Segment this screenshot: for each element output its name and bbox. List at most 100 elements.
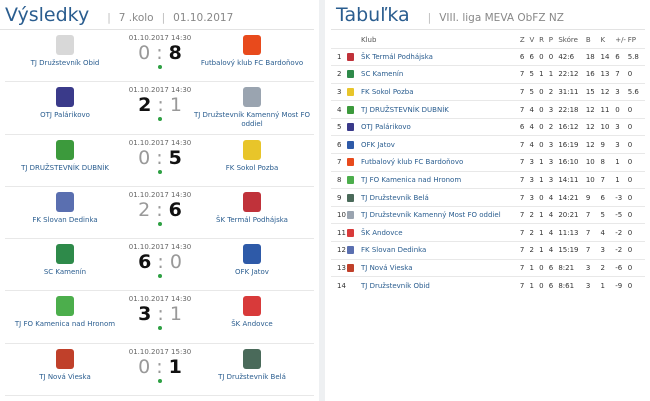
- stat-cell: 16:19: [558, 135, 586, 154]
- stat-cell: 16: [585, 65, 601, 84]
- stat-cell: 12: [585, 100, 601, 119]
- position: 8: [331, 170, 347, 189]
- home-goals: 0: [138, 42, 151, 64]
- stat-cell: 0: [627, 135, 645, 154]
- club-name[interactable]: Futbalový klub FC Bardoňovo: [361, 153, 520, 172]
- table-row[interactable]: 13 TJ Nová Vieska 7 1 0 6 8:21 3 2 -6 0: [331, 258, 645, 277]
- club-name[interactable]: OFK Jatov: [361, 135, 520, 154]
- away-team[interactable]: ŠK Termál Podhájska: [192, 191, 312, 225]
- home-team[interactable]: TJ DRUŽSTEVNÍK DUBNÍK: [5, 139, 125, 173]
- column-header: Skóre: [558, 35, 578, 44]
- standings-header: Tabuľka | VIII. liga MEVA ObFZ NZ: [331, 0, 645, 30]
- stat-cell: 7: [519, 276, 530, 295]
- away-team[interactable]: OFK Jatov: [192, 244, 312, 277]
- table-row[interactable]: 9 TJ Družstevník Belá 7 3 0 4 14:21 9 6 -3 0: [331, 188, 645, 207]
- away-team-name[interactable]: ŠK Andovce: [231, 320, 273, 329]
- table-row[interactable]: 3 FK Sokol Pozba 7 5 0 2 31:11 15 12 3 5.6: [331, 82, 645, 101]
- home-team[interactable]: OTJ Palárikovo: [5, 87, 125, 120]
- table-row[interactable]: 5 OTJ Palárikovo 6 4 0 2 16:12 12 10 3 0: [331, 117, 645, 136]
- match-row[interactable]: SC Kamenín 01.10.2017 14:30 6 : 0 OFK Ja…: [5, 239, 314, 292]
- stat-cell: 3: [529, 153, 540, 172]
- table-row[interactable]: 11 ŠK Andovce 7 2 1 4 11:13 7 4 -2 0: [331, 223, 645, 242]
- stat-cell: 5: [529, 65, 540, 84]
- club-name[interactable]: ŠK Andovce: [361, 223, 520, 242]
- club-name[interactable]: ŠK Termál Podhájska: [361, 47, 520, 66]
- match-score[interactable]: 6 : 0: [138, 251, 182, 274]
- table-row[interactable]: 2 SC Kamenín 7 5 1 1 22:12 16 13 7 0: [331, 65, 645, 84]
- home-team[interactable]: TJ Nová Vieska: [5, 348, 125, 382]
- away-team-name[interactable]: ŠK Termál Podhájska: [216, 215, 288, 224]
- match-row[interactable]: TJ Nová Vieska 01.10.2017 15:30 0 : 1 TJ…: [5, 344, 314, 397]
- home-team[interactable]: SC Kamenín: [5, 244, 125, 277]
- match-row[interactable]: TJ FO Kamenica nad Hronom 01.10.2017 14:…: [5, 291, 314, 344]
- stat-cell: 0: [627, 170, 645, 189]
- club-name[interactable]: FK Sokol Pozba: [361, 82, 520, 101]
- finished-status-dot: [158, 65, 162, 69]
- away-goals: 6: [168, 198, 182, 221]
- club-name[interactable]: TJ Družstevník Obid: [361, 276, 520, 295]
- match-time: 01.10.2017 14:30: [128, 243, 192, 252]
- home-team-name[interactable]: TJ Nová Vieska: [39, 372, 91, 381]
- table-row[interactable]: 4 TJ DRUŽSTEVNÍK DUBNÍK 7 4 0 3 22:18 12 11 0 0: [331, 100, 645, 119]
- table-row[interactable]: 1 ŠK Termál Podhájska 6 6 0 0 42:6 18 14 6 5.8: [331, 47, 645, 66]
- match-time: 01.10.2017 14:30: [128, 86, 192, 95]
- club-name[interactable]: FK Slovan Dedinka: [361, 241, 520, 260]
- match-row[interactable]: OTJ Palárikovo 01.10.2017 14:30 2 : 1 TJ…: [5, 82, 314, 135]
- home-team[interactable]: FK Slovan Dedinka: [5, 191, 125, 225]
- stat-cell: 2: [529, 223, 540, 242]
- away-team[interactable]: ŠK Andovce: [192, 296, 312, 329]
- match-row[interactable]: TJ Družstevník Obid 01.10.2017 14:30 0 :…: [5, 30, 314, 83]
- away-team[interactable]: Futbalový klub FC Bardoňovo: [192, 35, 312, 68]
- away-team-name[interactable]: FK Sokol Pozba: [225, 163, 279, 172]
- club-name[interactable]: TJ Nová Vieska: [361, 258, 520, 277]
- stat-cell: 1: [539, 65, 549, 84]
- stat-cell: 31:11: [558, 82, 586, 101]
- column-header: R: [539, 35, 544, 44]
- stat-cell: 15:19: [558, 241, 586, 260]
- table-row[interactable]: 8 TJ FO Kamenica nad Hronom 7 3 1 3 14:11 10 7 1…: [331, 170, 645, 189]
- stat-cell: 1: [529, 276, 540, 295]
- stat-cell: 15: [585, 82, 601, 101]
- club-name[interactable]: TJ Družstevník Kamenný Most FO oddiel: [361, 205, 520, 224]
- match-score[interactable]: 3 : 1: [138, 303, 182, 326]
- away-team[interactable]: FK Sokol Pozba: [192, 139, 312, 173]
- club-name[interactable]: OTJ Palárikovo: [361, 117, 520, 136]
- home-team-name[interactable]: OTJ Palárikovo: [40, 111, 90, 120]
- table-row[interactable]: 7 Futbalový klub FC Bardoňovo 7 3 1 3 16:10 10…: [331, 153, 645, 172]
- home-team[interactable]: TJ Družstevník Obid: [5, 35, 125, 68]
- stat-cell: 10: [585, 170, 601, 189]
- away-team-name[interactable]: TJ Družstevník Kamenný Most FO oddiel: [193, 111, 311, 129]
- club-crest-icon: [347, 211, 354, 220]
- match-row[interactable]: FK Slovan Dedinka 01.10.2017 14:30 2 : 6…: [5, 187, 314, 240]
- match-score[interactable]: 0 : 8: [138, 42, 182, 64]
- match-score[interactable]: 2 : 1: [138, 94, 182, 117]
- position: 13: [331, 258, 347, 277]
- table-row[interactable]: 6 OFK Jatov 7 4 0 3 16:19 12 9 3 0: [331, 135, 645, 154]
- away-team-name[interactable]: TJ Družstevník Belá: [218, 372, 286, 381]
- match-row[interactable]: TJ DRUŽSTEVNÍK DUBNÍK 01.10.2017 14:30 0…: [5, 135, 314, 187]
- away-team-name[interactable]: Futbalový klub FC Bardoňovo: [200, 59, 304, 67]
- club-name[interactable]: TJ Družstevník Belá: [361, 188, 520, 207]
- match-score[interactable]: 2 : 6: [138, 198, 182, 221]
- stat-cell: 0: [539, 188, 549, 207]
- match-score[interactable]: 0 : 5: [138, 146, 182, 169]
- home-team[interactable]: TJ FO Kamenica nad Hronom: [5, 296, 125, 329]
- match-score[interactable]: 0 : 1: [138, 355, 182, 378]
- home-team-name[interactable]: SC Kamenín: [43, 268, 87, 277]
- home-team-name[interactable]: TJ FO Kamenica nad Hronom: [14, 320, 116, 329]
- home-team-name[interactable]: FK Slovan Dedinka: [32, 215, 98, 224]
- results-title: Výsledky: [5, 4, 90, 26]
- club-name[interactable]: TJ FO Kamenica nad Hronom: [361, 170, 520, 189]
- club-name[interactable]: TJ DRUŽSTEVNÍK DUBNÍK: [361, 100, 520, 119]
- stat-cell: 6: [600, 188, 616, 207]
- stat-cell: 4: [529, 100, 540, 119]
- club-name[interactable]: SC Kamenín: [361, 65, 520, 84]
- table-row[interactable]: 14 TJ Družstevník Obid 7 1 0 6 8:61 3 1 -9 0: [331, 276, 645, 295]
- away-team[interactable]: TJ Družstevník Kamenný Most FO oddiel: [192, 87, 312, 129]
- table-row[interactable]: 10 TJ Družstevník Kamenný Most FO oddiel…: [331, 205, 645, 224]
- home-team-name[interactable]: TJ Družstevník Obid: [30, 59, 100, 67]
- away-team[interactable]: TJ Družstevník Belá: [192, 348, 312, 382]
- away-team-name[interactable]: OFK Jatov: [235, 268, 269, 277]
- table-row[interactable]: 12 FK Slovan Dedinka 7 2 1 4 15:19 7 3 -2 0: [331, 241, 645, 260]
- home-team-name[interactable]: TJ DRUŽSTEVNÍK DUBNÍK: [21, 163, 109, 172]
